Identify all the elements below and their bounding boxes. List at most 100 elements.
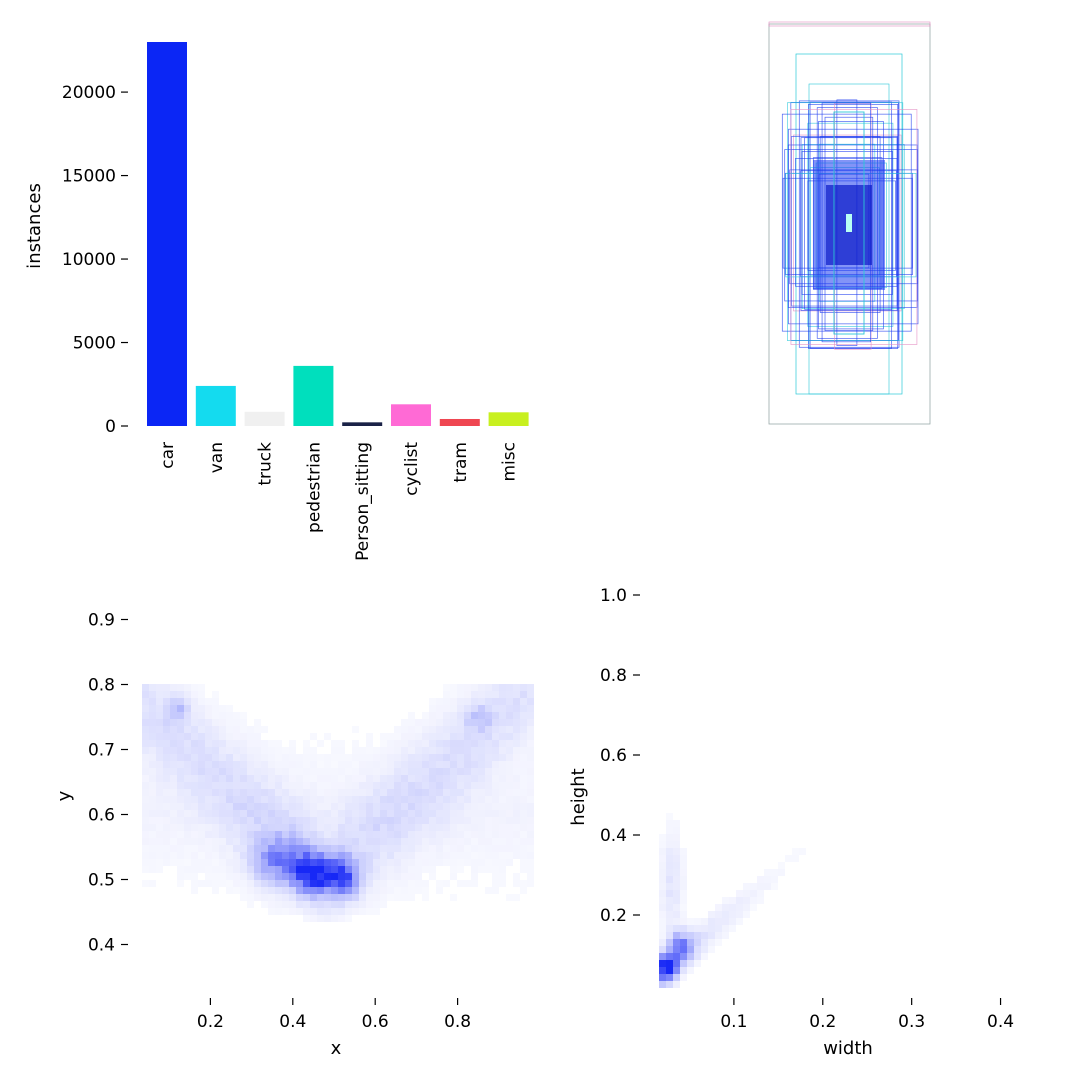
- heatmap-cell: [289, 908, 296, 915]
- heatmap-cell: [673, 939, 680, 946]
- y-tick-label: 0.9: [88, 611, 115, 631]
- heatmap-cell: [478, 845, 485, 852]
- heatmap-cell: [247, 747, 254, 754]
- heatmap-cell: [310, 859, 317, 866]
- heatmap-cell: [317, 880, 324, 887]
- heatmap-cell: [471, 817, 478, 824]
- heatmap-cell: [184, 796, 191, 803]
- heatmap-cell: [464, 733, 471, 740]
- heatmap-cell: [338, 775, 345, 782]
- heatmap-cell: [394, 789, 401, 796]
- heatmap-cell: [359, 831, 366, 838]
- heatmap-cell: [492, 705, 499, 712]
- y-tick-label: 10000: [62, 250, 116, 270]
- heatmap-cell: [450, 684, 457, 691]
- heatmap-cell: [394, 740, 401, 747]
- heatmap-cell: [233, 719, 240, 726]
- heatmap-cell: [296, 908, 303, 915]
- heatmap-cell: [485, 852, 492, 859]
- heatmap-cell: [422, 803, 429, 810]
- heatmap-cell: [436, 754, 443, 761]
- heatmap-cell: [177, 775, 184, 782]
- heatmap-cell: [324, 810, 331, 817]
- heatmap-cell: [750, 890, 757, 897]
- heatmap-cell: [429, 859, 436, 866]
- heatmap-cell: [240, 831, 247, 838]
- heatmap-cell: [191, 831, 198, 838]
- heatmap-cell: [289, 859, 296, 866]
- heatmap-cell: [520, 866, 527, 873]
- heatmap-cell: [163, 733, 170, 740]
- heatmap-cell: [261, 838, 268, 845]
- heatmap-cell: [226, 761, 233, 768]
- heatmap-cell: [212, 719, 219, 726]
- heatmap-cell: [254, 754, 261, 761]
- heatmap-cell: [506, 824, 513, 831]
- heatmap-cell: [673, 897, 680, 904]
- heatmap-cell: [184, 838, 191, 845]
- heatmap-cell: [366, 908, 373, 915]
- heatmap-cell: [184, 873, 191, 880]
- heatmap-cell: [345, 873, 352, 880]
- heatmap-cell: [247, 726, 254, 733]
- heatmap-cell: [184, 852, 191, 859]
- heatmap-cell: [429, 775, 436, 782]
- heatmap-cell: [373, 768, 380, 775]
- heatmap-cell: [436, 880, 443, 887]
- heatmap-cell: [317, 859, 324, 866]
- heatmap-cell: [177, 761, 184, 768]
- heatmap-cell: [513, 747, 520, 754]
- heatmap-cell: [471, 712, 478, 719]
- heatmap-cell: [233, 726, 240, 733]
- heatmap-cell: [429, 803, 436, 810]
- heatmap-cell: [387, 817, 394, 824]
- heatmap-cell: [415, 887, 422, 894]
- heatmap-cell: [401, 831, 408, 838]
- heatmap-cell: [191, 747, 198, 754]
- heatmap-cell: [142, 733, 149, 740]
- heatmap-cell: [156, 817, 163, 824]
- heatmap-cell: [408, 810, 415, 817]
- heatmap-cell: [366, 754, 373, 761]
- heatmap-cell: [177, 803, 184, 810]
- heatmap-cell: [513, 852, 520, 859]
- heatmap-cell: [149, 838, 156, 845]
- heatmap-cell: [450, 691, 457, 698]
- heatmap-cell: [205, 859, 212, 866]
- heatmap-cell: [359, 789, 366, 796]
- heatmap-cell: [275, 901, 282, 908]
- heatmap-cell: [436, 831, 443, 838]
- heatmap-cell: [764, 876, 771, 883]
- heatmap-cell: [338, 817, 345, 824]
- heatmap-cell: [450, 712, 457, 719]
- heatmap-cell: [310, 810, 317, 817]
- heatmap-cell: [436, 810, 443, 817]
- heatmap-cell: [184, 691, 191, 698]
- heatmap-cell: [499, 726, 506, 733]
- heatmap-cell: [471, 789, 478, 796]
- heatmap-cell: [198, 684, 205, 691]
- heatmap-cell: [289, 754, 296, 761]
- heatmap-cell: [212, 698, 219, 705]
- heatmap-cell: [506, 733, 513, 740]
- heatmap-cell: [254, 796, 261, 803]
- heatmap-cell: [408, 831, 415, 838]
- heatmap-cell: [261, 831, 268, 838]
- heatmap-cell: [289, 810, 296, 817]
- box-center-highlight: [846, 214, 852, 232]
- heatmap-cell: [478, 782, 485, 789]
- heatmap-cell: [345, 866, 352, 873]
- heatmap-cell: [457, 810, 464, 817]
- heatmap-cell: [687, 946, 694, 953]
- heatmap-cell: [198, 838, 205, 845]
- heatmap-cell: [142, 740, 149, 747]
- heatmap-cell: [499, 698, 506, 705]
- heatmap-cell: [282, 768, 289, 775]
- heatmap-cell: [408, 852, 415, 859]
- heatmap-cell: [715, 904, 722, 911]
- heatmap-cell: [303, 852, 310, 859]
- heatmap-cell: [680, 855, 687, 862]
- heatmap-cell: [422, 894, 429, 901]
- heatmap-cell: [212, 810, 219, 817]
- heatmap-cell: [142, 845, 149, 852]
